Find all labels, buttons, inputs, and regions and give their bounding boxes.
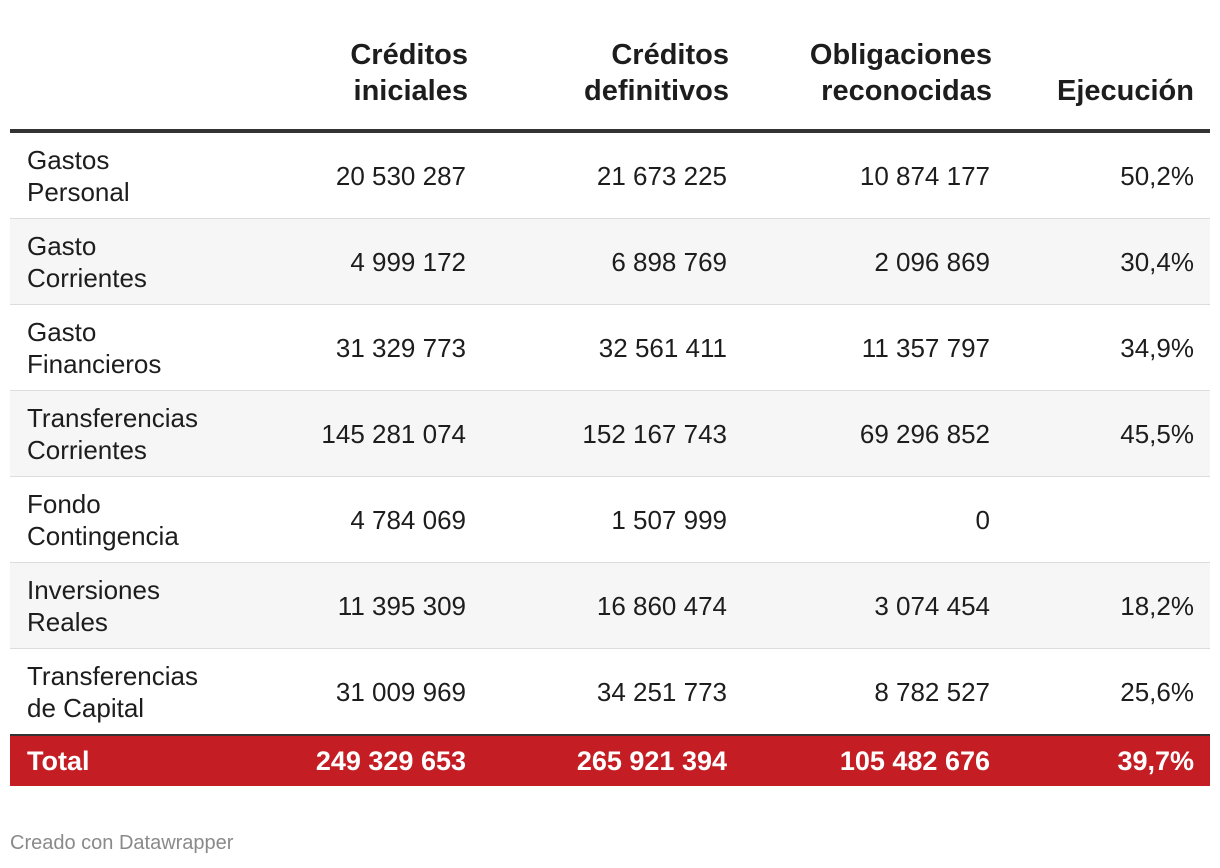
- cell-creditos-iniciales: 4 784 069: [350, 504, 466, 535]
- table-row: Transferencias de Capital 31 009 969 34 …: [10, 649, 1210, 734]
- cell-creditos-iniciales: 4 999 172: [350, 246, 466, 277]
- table-header: Créditos iniciales Créditos definitivos …: [10, 39, 1210, 133]
- total-creditos-definitivos: 265 921 394: [576, 745, 727, 776]
- cell-ejecucion: 34,9%: [1120, 332, 1194, 363]
- total-creditos-iniciales: 249 329 653: [315, 745, 466, 776]
- row-label: Transferencias de Capital: [27, 660, 198, 723]
- table-row: Gasto Corrientes 4 999 172 6 898 769 2 0…: [10, 219, 1210, 305]
- header-creditos-iniciales: Créditos iniciales: [350, 39, 468, 107]
- cell-obligaciones-reconocidas: 11 357 797: [861, 332, 990, 363]
- cell-creditos-definitivos: 152 167 743: [582, 418, 727, 449]
- row-label: Transferencias Corrientes: [27, 402, 198, 465]
- cell-creditos-iniciales: 31 009 969: [335, 676, 466, 707]
- cell-ejecucion: 25,6%: [1120, 676, 1194, 707]
- cell-creditos-definitivos: 32 561 411: [598, 332, 727, 363]
- cell-creditos-definitivos: 6 898 769: [611, 246, 727, 277]
- total-obligaciones-reconocidas: 105 482 676: [839, 745, 990, 776]
- cell-ejecucion: 30,4%: [1120, 246, 1194, 277]
- cell-creditos-iniciales: 31 329 773: [335, 332, 466, 363]
- cell-ejecucion: 45,5%: [1120, 418, 1194, 449]
- cell-creditos-definitivos: 21 673 225: [596, 160, 727, 191]
- cell-obligaciones-reconocidas: 2 096 869: [874, 246, 990, 277]
- cell-creditos-iniciales: 11 395 309: [337, 590, 466, 621]
- cell-creditos-definitivos: 1 507 999: [611, 504, 727, 535]
- cell-creditos-iniciales: 20 530 287: [335, 160, 466, 191]
- cell-obligaciones-reconocidas: 69 296 852: [859, 418, 990, 449]
- table-row: Transferencias Corrientes 145 281 074 15…: [10, 391, 1210, 477]
- row-label: Inversiones Reales: [27, 574, 160, 637]
- cell-obligaciones-reconocidas: 8 782 527: [874, 676, 990, 707]
- cell-obligaciones-reconocidas: 0: [975, 504, 990, 535]
- row-label: Gasto Corrientes: [27, 230, 147, 293]
- row-label: Gastos Personal: [27, 144, 130, 207]
- table-row: Inversiones Reales 11 395 309 16 860 474…: [10, 563, 1210, 649]
- cell-creditos-iniciales: 145 281 074: [321, 418, 466, 449]
- data-table: Créditos iniciales Créditos definitivos …: [10, 39, 1210, 786]
- cell-ejecucion: 50,2%: [1120, 160, 1194, 191]
- row-label: Fondo Contingencia: [27, 488, 179, 551]
- credit-text: Creado con Datawrapper: [10, 832, 234, 854]
- table-row: Gasto Financieros 31 329 773 32 561 411 …: [10, 305, 1210, 391]
- header-creditos-definitivos: Créditos definitivos: [583, 39, 729, 107]
- table-row: Gastos Personal 20 530 287 21 673 225 10…: [10, 133, 1210, 219]
- cell-obligaciones-reconocidas: 3 074 454: [874, 590, 990, 621]
- total-ejecucion: 39,7%: [1117, 745, 1194, 776]
- total-label: Total: [27, 745, 90, 776]
- cell-creditos-definitivos: 34 251 773: [596, 676, 727, 707]
- cell-obligaciones-reconocidas: 10 874 177: [859, 160, 990, 191]
- cell-ejecucion: 18,2%: [1120, 590, 1194, 621]
- row-label: Gasto Financieros: [27, 316, 162, 379]
- cell-creditos-definitivos: 16 860 474: [596, 590, 727, 621]
- total-row: Total 249 329 653 265 921 394 105 482 67…: [10, 734, 1210, 786]
- header-obligaciones-reconocidas: Obligaciones reconocidas: [809, 39, 992, 107]
- header-ejecucion: Ejecución: [1057, 75, 1194, 107]
- table-row: Fondo Contingencia 4 784 069 1 507 999 0: [10, 477, 1210, 563]
